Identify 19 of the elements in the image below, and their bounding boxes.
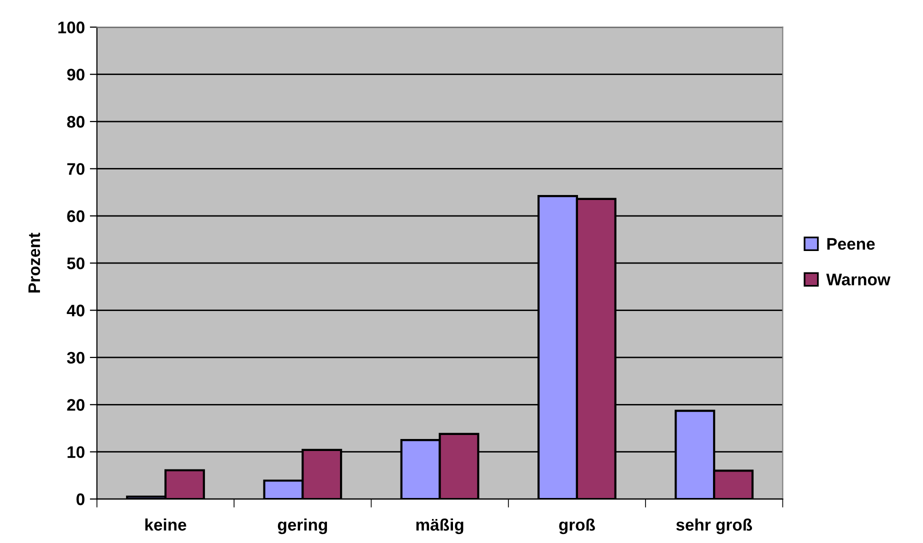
legend-label: Warnow <box>826 274 890 286</box>
y-tick-label: 10 <box>68 446 84 458</box>
legend-label: Peene <box>827 238 875 250</box>
x-tick-label: groß <box>559 518 596 534</box>
y-axis-title: Prozent <box>28 232 40 293</box>
y-tick-label: 100 <box>58 22 84 34</box>
y-tick-label: 60 <box>67 210 84 222</box>
x-tick-label: sehr groß <box>676 518 752 534</box>
y-tick-label: 90 <box>67 68 84 81</box>
y-tick-label: 50 <box>67 257 84 270</box>
x-tick-label: keine <box>145 518 186 531</box>
y-tick-label: 20 <box>67 399 84 411</box>
y-tick-label: 70 <box>67 163 84 175</box>
y-tick-label: 0 <box>76 493 84 506</box>
y-tick-label: 30 <box>66 352 84 364</box>
y-tick-label: 80 <box>67 116 84 128</box>
x-tick-label: gering <box>278 518 327 534</box>
y-tick-label: 40 <box>66 304 84 316</box>
x-tick-label: mäßig <box>416 518 464 534</box>
